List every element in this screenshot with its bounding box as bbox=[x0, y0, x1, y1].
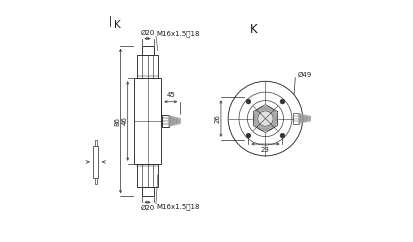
Circle shape bbox=[246, 133, 251, 138]
Text: K: K bbox=[114, 20, 121, 30]
Text: 45: 45 bbox=[166, 91, 175, 98]
Bar bbox=[162, 115, 169, 127]
Polygon shape bbox=[169, 116, 180, 126]
Text: Ø20: Ø20 bbox=[140, 30, 155, 36]
Text: 26: 26 bbox=[215, 114, 221, 123]
Circle shape bbox=[280, 133, 285, 138]
Text: K: K bbox=[249, 23, 257, 36]
Bar bbox=[142, 46, 154, 55]
Circle shape bbox=[246, 99, 251, 104]
Bar bbox=[93, 146, 98, 178]
Bar bbox=[142, 187, 154, 196]
Polygon shape bbox=[299, 114, 310, 123]
Text: M16x1.5深18: M16x1.5深18 bbox=[156, 30, 199, 37]
Text: 46: 46 bbox=[122, 117, 128, 125]
Bar bbox=[138, 164, 158, 187]
Polygon shape bbox=[253, 105, 278, 133]
Text: M16x1.5深18: M16x1.5深18 bbox=[156, 203, 199, 210]
Text: 86: 86 bbox=[114, 116, 120, 126]
Bar bbox=[138, 55, 158, 78]
Text: Ø20: Ø20 bbox=[140, 205, 155, 211]
Bar bbox=[293, 113, 299, 124]
Bar bbox=[134, 78, 161, 164]
Text: Ø49: Ø49 bbox=[297, 72, 311, 78]
Text: 23: 23 bbox=[261, 147, 270, 153]
Circle shape bbox=[258, 111, 273, 126]
Circle shape bbox=[280, 99, 285, 104]
Bar bbox=[95, 140, 97, 146]
Bar bbox=[95, 178, 97, 184]
